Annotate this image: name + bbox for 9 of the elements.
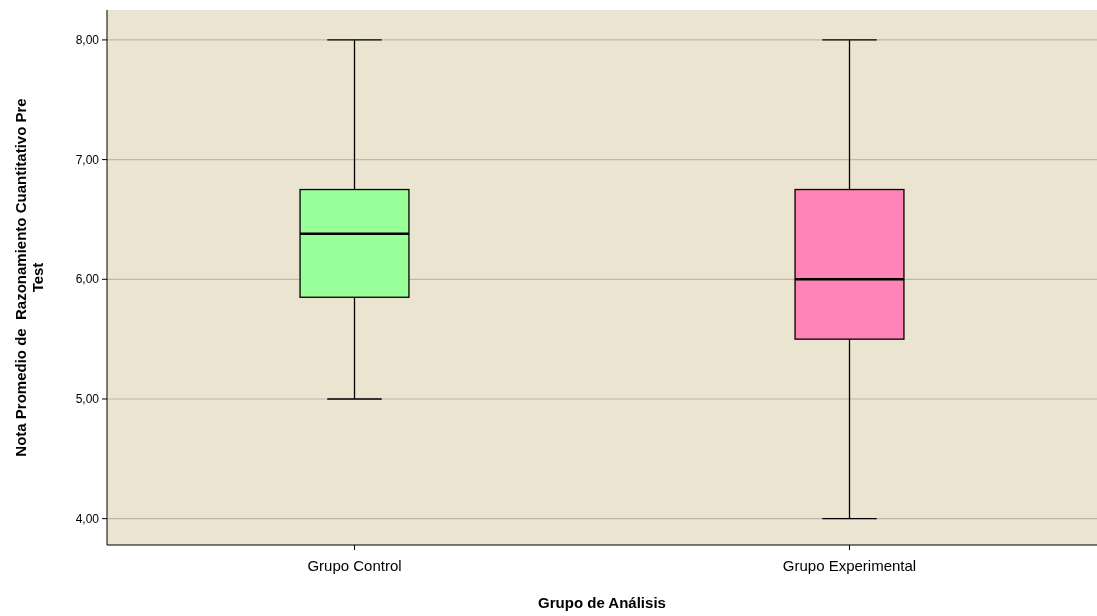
x-tick-label: Grupo Experimental (782, 557, 917, 574)
y-tick-label: 4,00 (75, 511, 100, 526)
x-tick-label: Grupo Control (307, 557, 402, 574)
y-tick-label: 6,00 (75, 272, 100, 287)
y-tick-label: 5,00 (75, 392, 100, 407)
x-axis-title: Grupo de Análisis (538, 594, 666, 611)
y-tick-label: 8,00 (75, 33, 100, 48)
y-tick-label: 7,00 (75, 152, 100, 167)
y-axis-title: Nota Promedio de Razonamiento Cuantitativo Pre Test (12, 98, 46, 457)
